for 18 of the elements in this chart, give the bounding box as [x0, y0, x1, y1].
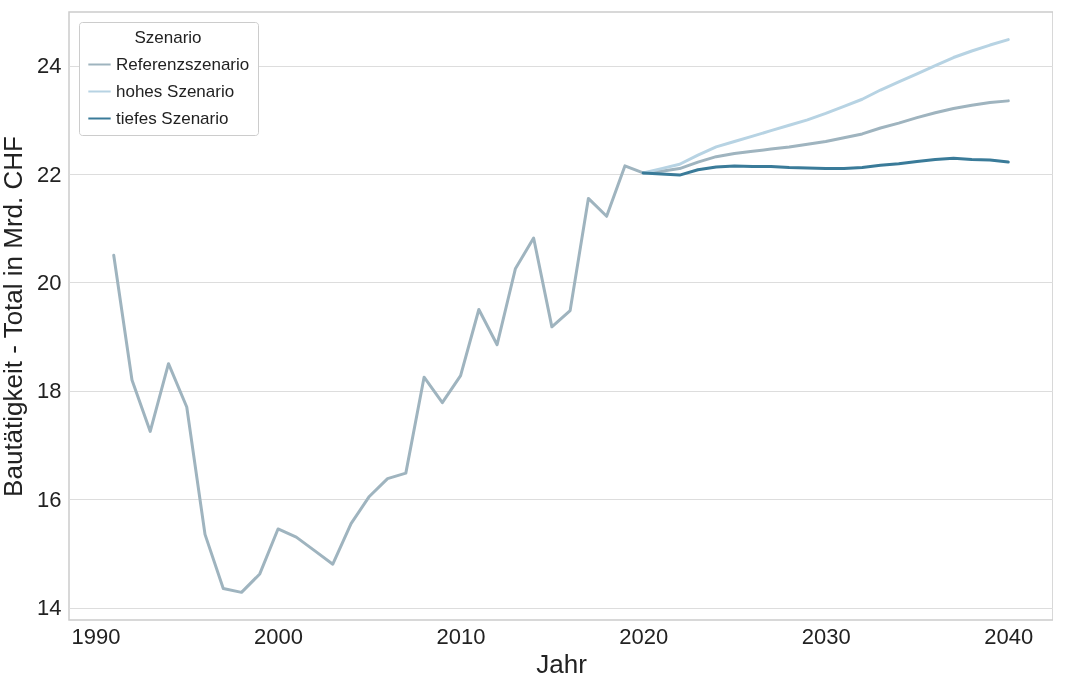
- legend-title: Szenario: [134, 28, 202, 47]
- y-tick-label: 14: [37, 595, 62, 621]
- x-tick-label: 2020: [619, 623, 669, 649]
- y-tick-label: 22: [37, 161, 62, 187]
- y-axis-title: Bautätigkeit - Total in Mrd. CHF: [0, 136, 29, 497]
- y-tick-label: 18: [37, 378, 62, 404]
- x-tick-label: 2000: [254, 623, 304, 649]
- y-tick-label: 24: [37, 53, 62, 79]
- x-axis-title: Jahr: [536, 648, 588, 679]
- x-tick-label: 2030: [801, 623, 851, 649]
- x-tick-label: 1990: [71, 623, 121, 649]
- y-tick-label: 16: [37, 486, 62, 512]
- x-tick-label: 2010: [436, 623, 486, 649]
- y-tick-label: 20: [37, 269, 62, 295]
- legend-label: hohes Szenario: [116, 81, 235, 101]
- x-tick-label: 2040: [984, 623, 1034, 649]
- legend-label: Referenzszenario: [116, 54, 250, 74]
- legend-label: tiefes Szenario: [116, 108, 229, 128]
